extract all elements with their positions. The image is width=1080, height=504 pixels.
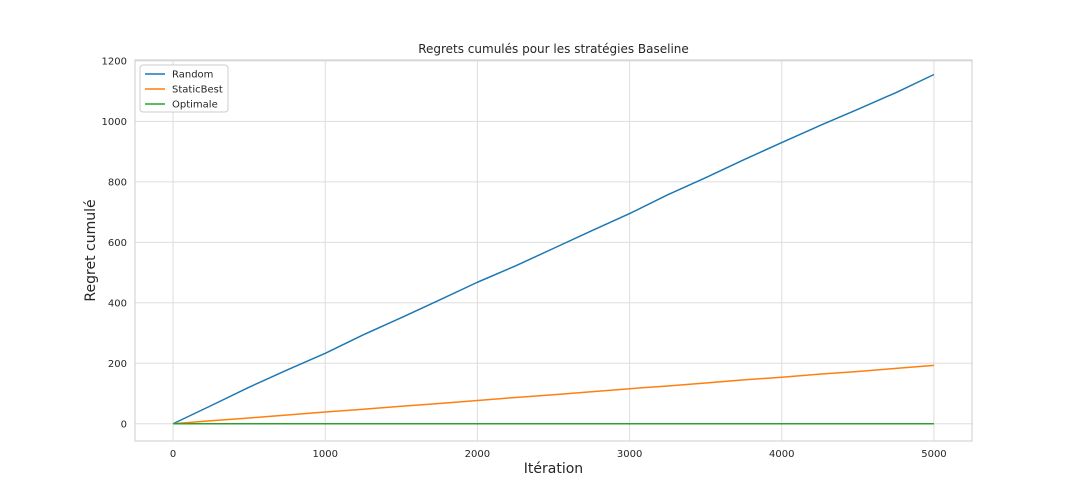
x-tick-label: 0 <box>170 449 176 460</box>
x-tick-label: 1000 <box>313 449 338 460</box>
x-axis-label: Itération <box>524 461 583 477</box>
y-tick-label: 0 <box>121 419 127 430</box>
series-line-random <box>172 73 935 425</box>
y-tick-label: 400 <box>108 298 127 309</box>
y-tick-label: 200 <box>108 359 127 370</box>
x-tick-label: 4000 <box>769 449 794 460</box>
plot-frame <box>134 59 973 442</box>
legend-label: Random <box>172 70 213 81</box>
series-line-staticbest <box>172 364 935 425</box>
y-axis-label: Regret cumulé <box>83 199 99 301</box>
legend-box <box>139 64 229 113</box>
legend: Random StaticBest Optimale <box>139 64 229 113</box>
y-tick-label: 1200 <box>102 56 127 67</box>
y-tick-label: 1000 <box>102 117 127 128</box>
y-tick-labels: 0 200 400 600 800 1000 1200 <box>102 56 127 430</box>
chart-title: Regrets cumulés pour les stratégies Base… <box>418 42 689 56</box>
x-tick-label: 3000 <box>617 449 642 460</box>
series-lines <box>172 73 935 425</box>
x-tick-label: 5000 <box>921 449 946 460</box>
legend-label: StaticBest <box>172 85 223 96</box>
y-tick-label: 600 <box>108 238 127 249</box>
y-tick-label: 800 <box>108 177 127 188</box>
legend-label: Optimale <box>172 100 218 111</box>
x-tick-labels: 0 1000 2000 3000 4000 5000 <box>170 449 947 460</box>
x-tick-label: 2000 <box>465 449 490 460</box>
